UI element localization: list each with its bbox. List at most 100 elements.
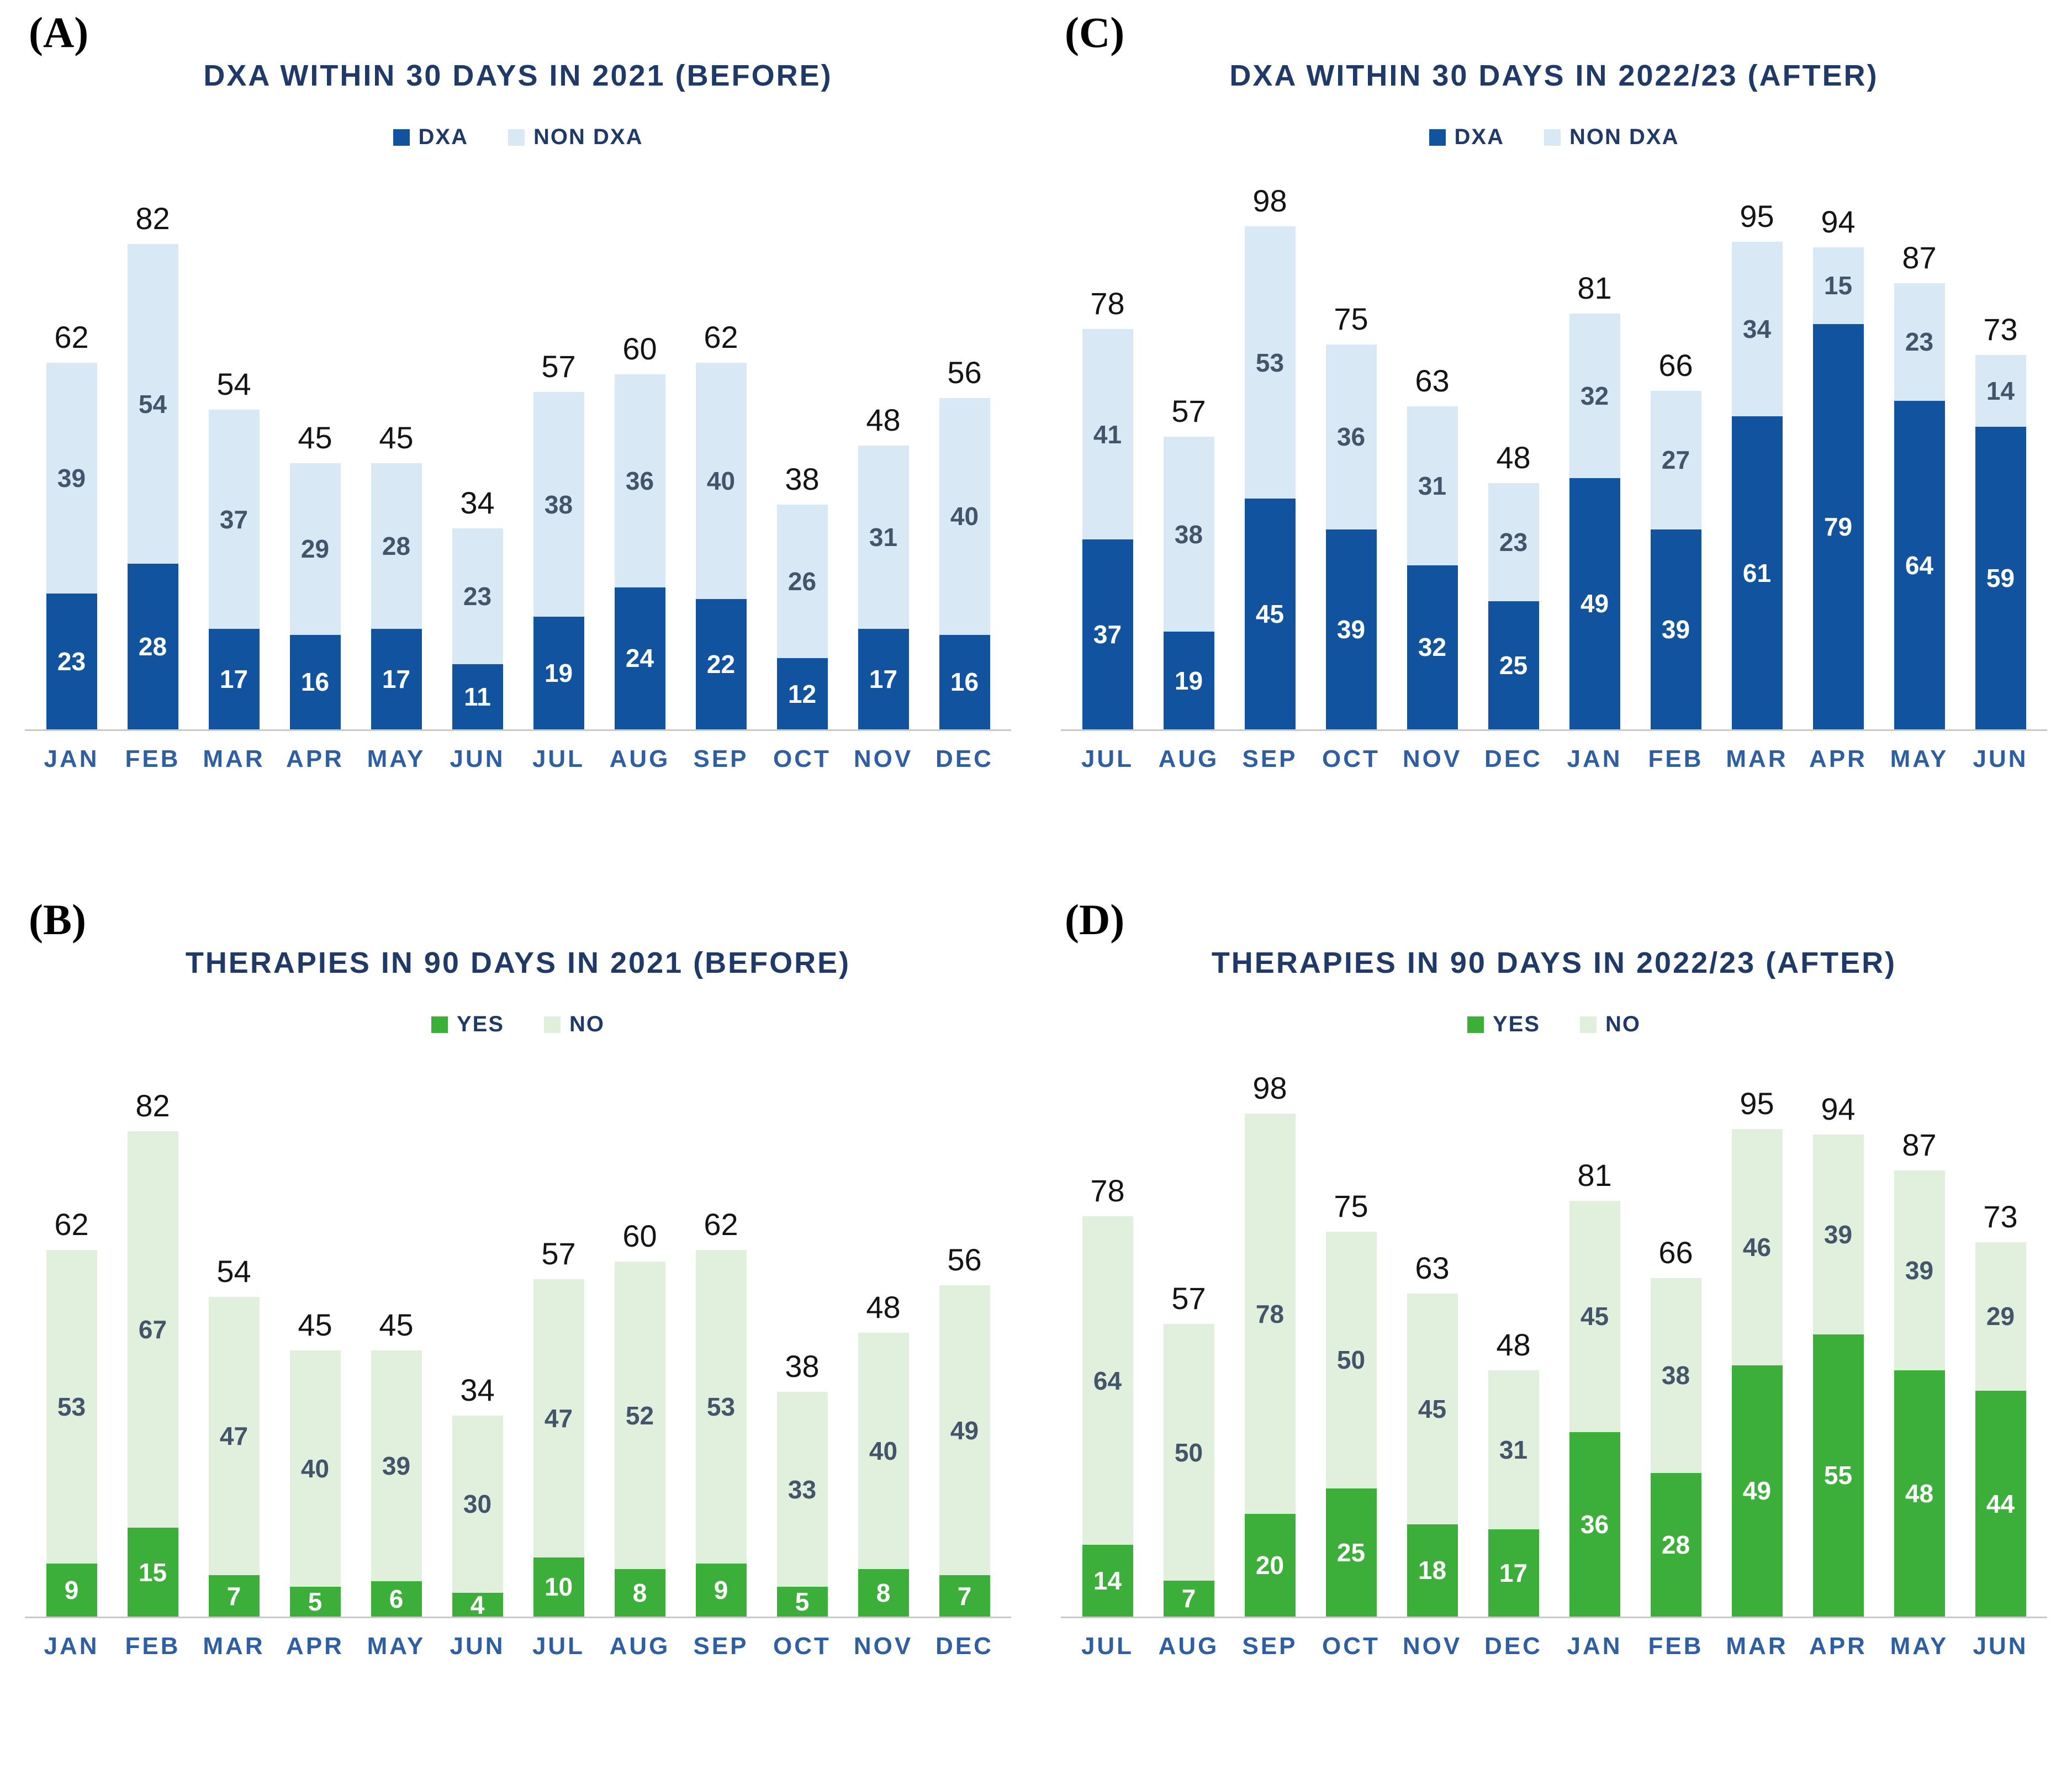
bar-segment-non-dxa: 53: [1244, 226, 1296, 499]
x-axis-label: MAY: [1890, 745, 1949, 772]
panel-b: (B) THERAPIES IN 90 DAYS IN 2021 (BEFORE…: [0, 887, 1036, 1775]
bar-segment-non-dxa: 34: [1731, 242, 1783, 417]
x-axis-label: NOV: [1402, 745, 1462, 772]
bar-column: 57 38 19: [518, 348, 599, 729]
bar-column: 95 34 61: [1716, 198, 1798, 729]
legend-item-no: NO: [1580, 1012, 1641, 1037]
bar-segment-dxa: 79: [1812, 324, 1864, 729]
bar-segment-yes: 5: [776, 1587, 828, 1617]
bar-column: 57 47 10: [518, 1236, 599, 1617]
bar-total-label: 75: [1334, 301, 1368, 337]
bar-column: 34 30 4: [437, 1372, 518, 1619]
bar-total-label: 34: [460, 485, 495, 520]
bar-total-label: 87: [1902, 240, 1937, 275]
x-axis-label: JUL: [1081, 745, 1134, 772]
bar-segment-yes: 28: [1650, 1472, 1701, 1617]
bar-segment-non-dxa: 40: [939, 398, 990, 635]
legend-swatch-dxa: [393, 129, 410, 146]
bar-column: 45 39 6: [356, 1307, 437, 1617]
bar-segment-no: 53: [695, 1249, 747, 1564]
bar-segment-yes: 10: [533, 1557, 584, 1617]
bar-total-label: 82: [135, 201, 170, 236]
bar-segment-yes: 20: [1244, 1514, 1296, 1617]
x-axis-line: [25, 1617, 1011, 1618]
x-axis-line: [1061, 729, 2047, 731]
x-axis-labels: JAN FEB MAR APR MAY JUN JUL AUG SEP OCT NOV DEC: [25, 1633, 1011, 1660]
x-axis-label: AUG: [1158, 745, 1219, 772]
bar-segment-dxa: 16: [289, 634, 341, 729]
legend-label-dxa: DXA: [418, 125, 468, 149]
bar-total-label: 78: [1090, 1173, 1125, 1209]
bar-segment-non-dxa: 41: [1082, 329, 1133, 540]
bar-column: 54 37 17: [193, 366, 274, 729]
bar-total-label: 54: [216, 367, 251, 402]
bar-total-label: 48: [1496, 1327, 1531, 1362]
legend-swatch-non-dxa: [1544, 129, 1561, 146]
bar-segment-non-dxa: 54: [127, 244, 178, 564]
bar-column: 57 50 7: [1148, 1280, 1229, 1617]
x-axis-label: DEC: [1484, 1633, 1542, 1660]
bar-segment-no: 64: [1082, 1216, 1133, 1545]
bar-column: 48 31 17: [1473, 1327, 1554, 1617]
bar-segment-no: 30: [452, 1415, 503, 1593]
bar-total-label: 94: [1821, 204, 1856, 239]
bar-segment-dxa: 49: [1569, 478, 1620, 729]
bar-segment-yes: 25: [1325, 1488, 1377, 1617]
bar-segment-dxa: 11: [452, 664, 503, 729]
legend-item-no: NO: [544, 1012, 605, 1037]
bar-segment-no: 45: [1407, 1293, 1458, 1524]
bar-segment-non-dxa: 31: [1407, 406, 1458, 565]
bar-column: 60 36 24: [599, 331, 680, 729]
bar-total-label: 62: [704, 1206, 738, 1242]
panel-letter-d: (D): [1065, 896, 1125, 944]
bar-segment-yes: 8: [614, 1569, 665, 1617]
bar-segment-non-dxa: 29: [289, 463, 341, 635]
bar-column: 60 52 8: [599, 1218, 680, 1617]
bar-segment-dxa: 19: [1163, 632, 1214, 729]
bar-column: 78 41 37: [1067, 285, 1148, 729]
bar-column: 82 54 28: [112, 200, 193, 729]
x-axis-label: MAY: [367, 745, 426, 772]
bar-segment-yes: 8: [858, 1569, 909, 1617]
bar-total-label: 34: [460, 1372, 495, 1407]
x-axis-label: JUL: [532, 745, 585, 772]
bar-segment-non-dxa: 32: [1569, 314, 1620, 478]
bar-column: 75 50 25: [1310, 1188, 1392, 1617]
bar-segment-non-dxa: 37: [208, 410, 260, 629]
bar-total-label: 38: [785, 1348, 820, 1384]
bar-total-label: 95: [1740, 1086, 1774, 1121]
bar-total-label: 48: [866, 1289, 901, 1324]
bar-segment-dxa: 17: [208, 628, 260, 729]
bar-column: 81 45 36: [1554, 1157, 1635, 1617]
x-axis-label: MAY: [1890, 1633, 1949, 1660]
bar-total-label: 66: [1658, 347, 1693, 383]
bar-column: 48 23 25: [1473, 439, 1554, 729]
chart-title-d: THERAPIES IN 90 DAYS IN 2022/23 (AFTER): [1211, 946, 1897, 979]
bar-total-label: 45: [379, 420, 414, 455]
panel-d: (D) THERAPIES IN 90 DAYS IN 2022/23 (AFT…: [1036, 887, 2072, 1775]
x-axis-label: JAN: [44, 745, 99, 772]
bar-segment-dxa: 32: [1407, 565, 1458, 729]
bar-column: 62 53 9: [31, 1206, 112, 1617]
bar-column: 56 40 16: [924, 354, 1005, 729]
panel-a: (A) DXA WITHIN 30 DAYS IN 2021 (BEFORE) …: [0, 0, 1036, 887]
bar-segment-non-dxa: 38: [1163, 437, 1214, 632]
bar-segment-no: 47: [208, 1297, 260, 1575]
plot-area: 62 53 9 82 67 15 54 47 7 45 40 5 45 39 6 34 30 4 57 47 10 60 5…: [25, 1037, 1011, 1660]
bar-column: 66 27 39: [1635, 347, 1716, 729]
bar-column: 34 23 11: [437, 485, 518, 729]
bar-total-label: 95: [1740, 199, 1774, 234]
bar-column: 45 29 16: [274, 420, 356, 729]
bar-column: 87 39 48: [1879, 1127, 1960, 1617]
bar-column: 63 31 32: [1392, 363, 1473, 729]
bar-segment-non-dxa: 40: [695, 362, 747, 600]
legend-swatch-non-dxa: [508, 129, 525, 146]
x-axis-label: MAY: [367, 1633, 426, 1660]
bar-segment-dxa: 64: [1894, 401, 1945, 729]
bar-segment-yes: 7: [939, 1575, 990, 1617]
bar-segment-non-dxa: 38: [533, 392, 584, 617]
bar-segment-yes: 55: [1812, 1334, 1864, 1617]
x-axis-label: DEC: [935, 745, 993, 772]
x-axis-label: SEP: [1242, 1633, 1298, 1660]
bar-segment-non-dxa: 15: [1812, 247, 1864, 324]
